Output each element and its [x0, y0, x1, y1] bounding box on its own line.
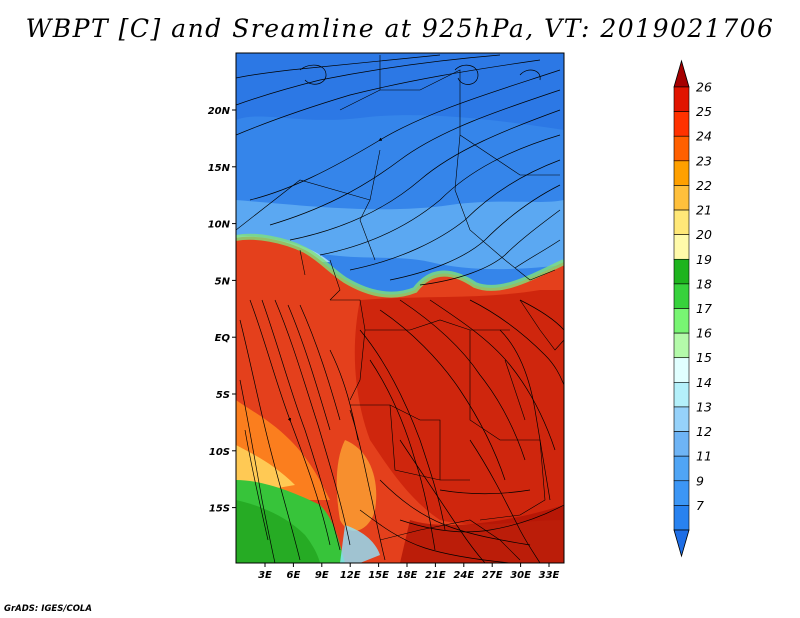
- colorbar-label: 17: [696, 301, 712, 316]
- colorbar-label: 23: [696, 153, 712, 168]
- lon-tick-label: 6E: [287, 570, 301, 581]
- lon-tick-label: 27E: [482, 570, 503, 581]
- colorbar-bottom-arrow: [673, 529, 690, 558]
- lon-tick-label: 9E: [315, 570, 329, 581]
- lat-tick-label: 5S: [216, 390, 230, 401]
- lon-tick-label: 18E: [397, 570, 418, 581]
- colorbar-swatch: [673, 357, 690, 383]
- lon-tick-label: 3E: [258, 570, 272, 581]
- colorbar-label: 7: [696, 498, 704, 513]
- colorbar-swatch: [673, 258, 690, 285]
- map-border: [235, 52, 565, 564]
- lon-tick-label: 12E: [340, 570, 361, 581]
- lon-tick-label: 15E: [368, 570, 389, 581]
- map-panel: [236, 53, 564, 563]
- longitude-axis: 3E 6E 9E 12E 15E 18E 21E 24E 27E 30E 33E: [258, 563, 560, 581]
- colorbar: 26 25 24 23 22 21 20 19 18 17 16 15 14 13 12 11 9 7: [673, 59, 712, 558]
- colorbar-swatch: [673, 455, 690, 482]
- lat-tick-label: 20N: [208, 106, 231, 117]
- country-borders: [236, 55, 564, 561]
- colorbar-label: 19: [696, 252, 712, 267]
- latitude-axis: 20N 15N 10N 5N EQ 5S 10S 15S: [208, 106, 236, 515]
- colorbar-label: 9: [696, 473, 704, 488]
- colorbar-top-arrow: [673, 59, 690, 88]
- colorbar-swatch: [673, 283, 690, 309]
- colorbar-label: 25: [696, 104, 712, 119]
- colorbar-label: 20: [696, 227, 712, 242]
- colorbar-swatch: [673, 505, 690, 531]
- colorbar-label: 15: [696, 350, 712, 365]
- lat-tick-label: 15N: [208, 163, 231, 174]
- colorbar-swatch: [673, 209, 690, 235]
- colorbar-label: 18: [696, 276, 712, 291]
- colorbar-label: 24: [696, 129, 712, 144]
- lon-tick-label: 30E: [510, 570, 531, 581]
- colorbar-swatch: [673, 185, 690, 211]
- lon-tick-label: 21E: [425, 570, 446, 581]
- colorbar-swatch: [673, 406, 690, 432]
- colorbar-label: 11: [696, 449, 712, 464]
- chart-title: WBPT [C] and Sreamline at 925hPa, VT: 20…: [25, 14, 775, 43]
- colorbar-label: 14: [696, 375, 712, 390]
- colorbar-swatch: [673, 308, 690, 334]
- lat-tick-label: EQ: [215, 333, 231, 344]
- colorbar-swatch: [673, 135, 690, 162]
- colorbar-label: 13: [696, 399, 712, 414]
- colorbar-swatch: [673, 111, 690, 137]
- colorbar-swatch: [673, 480, 690, 506]
- colorbar-label: 22: [696, 178, 712, 193]
- colorbar-label: 26: [696, 80, 712, 95]
- grads-credit: GrADS: IGES/COLA: [4, 604, 92, 614]
- lon-tick-label: 24E: [453, 570, 474, 581]
- lat-tick-label: 10N: [208, 220, 231, 231]
- lon-tick-label: 33E: [539, 570, 560, 581]
- colorbar-label: 16: [696, 326, 712, 341]
- lat-tick-label: 15S: [209, 504, 230, 515]
- colorbar-swatch: [673, 234, 690, 260]
- colorbar-swatch: [673, 382, 690, 408]
- lat-tick-label: 10S: [209, 447, 230, 458]
- colorbar-label: 21: [696, 203, 712, 218]
- colorbar-swatch: [673, 332, 690, 359]
- lat-tick-label: 5N: [215, 276, 231, 287]
- colorbar-label: 12: [696, 424, 712, 439]
- colorbar-swatch: [673, 86, 690, 112]
- colorbar-swatch: [673, 431, 690, 457]
- colorbar-swatch: [673, 160, 690, 186]
